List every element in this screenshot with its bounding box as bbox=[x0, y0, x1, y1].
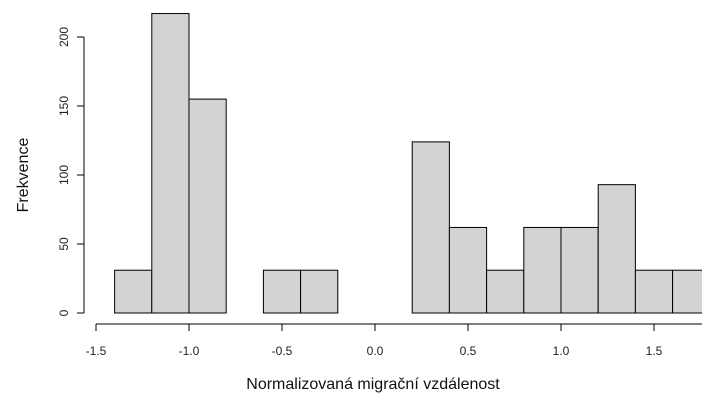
y-tick-label: 50 bbox=[57, 237, 71, 251]
histogram-bar bbox=[634, 269, 674, 314]
histogram-bar bbox=[523, 226, 562, 314]
y-tick-label: 100 bbox=[57, 165, 71, 185]
histogram-bar bbox=[300, 269, 339, 314]
histogram-bar bbox=[672, 269, 702, 314]
x-tick-label: 0.5 bbox=[460, 344, 477, 358]
y-tick-label: 0 bbox=[57, 309, 71, 316]
histogram-bar bbox=[597, 184, 636, 314]
histogram-bar bbox=[114, 269, 153, 314]
x-tick-label: 1.5 bbox=[646, 344, 663, 358]
x-tick-label: -1.0 bbox=[179, 344, 200, 358]
y-tick-label: 200 bbox=[57, 27, 71, 47]
y-axis-title: Frekvence bbox=[15, 138, 32, 213]
histogram-bar bbox=[486, 269, 525, 314]
x-axis-title: Normalizovaná migrační vzdálenost bbox=[246, 376, 500, 393]
histogram-bar bbox=[560, 226, 599, 314]
x-tick-label: -0.5 bbox=[272, 344, 293, 358]
histogram-bar bbox=[262, 269, 302, 314]
x-tick-label: -1.5 bbox=[86, 344, 107, 358]
histogram-bar bbox=[151, 13, 190, 314]
x-axis: -1.5 -1.0 -0.5 0.0 0.5 1.0 1.5 bbox=[86, 323, 702, 358]
y-tick-label: 150 bbox=[57, 96, 71, 116]
y-axis: 0 50 100 150 200 bbox=[57, 27, 85, 316]
histogram-bar bbox=[188, 98, 227, 314]
x-tick-label: 1.0 bbox=[553, 344, 570, 358]
histogram-bar bbox=[411, 141, 450, 314]
x-tick-label: 0.0 bbox=[367, 344, 384, 358]
histogram-bar bbox=[448, 226, 488, 314]
bars-group bbox=[114, 13, 702, 314]
